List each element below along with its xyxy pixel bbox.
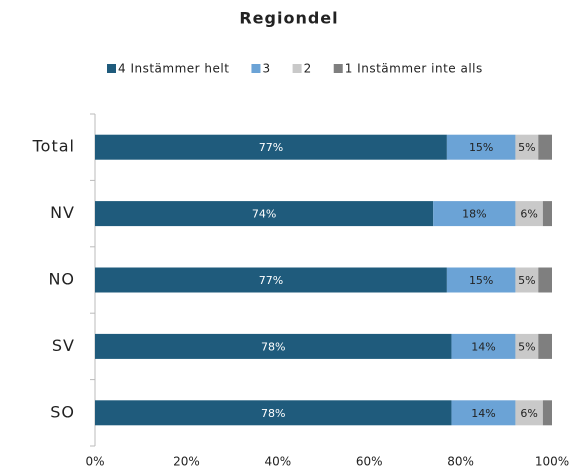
data-label: 15% — [469, 274, 493, 287]
legend-label: 2 — [304, 62, 312, 76]
bar-segment — [542, 201, 552, 227]
data-label: 78% — [261, 340, 285, 353]
bar-segment — [95, 134, 447, 160]
bar-segment — [515, 134, 539, 160]
data-label: 5% — [518, 340, 535, 353]
data-label: 77% — [259, 141, 283, 154]
x-tick-label: 100% — [535, 455, 569, 469]
bar-segment — [538, 134, 552, 160]
bar-segment — [95, 201, 434, 227]
bar-segment — [433, 201, 516, 227]
y-tick-label: SO — [50, 402, 75, 421]
legend-label: 4 Instämmer helt — [118, 62, 229, 76]
x-tick-label: 80% — [447, 455, 474, 469]
data-label: 5% — [518, 141, 535, 154]
x-tick-label: 40% — [264, 455, 291, 469]
data-label: 15% — [469, 141, 493, 154]
bar-segment — [515, 400, 543, 426]
chart-title: Regiondel — [239, 9, 338, 28]
bar-segment — [538, 267, 552, 293]
bar-segment — [451, 400, 516, 426]
legend-label: 1 Instämmer inte alls — [345, 62, 483, 76]
data-label: 5% — [518, 274, 535, 287]
bar-segment — [451, 333, 516, 359]
y-tick-label: NO — [48, 270, 75, 289]
x-tick-label: 0% — [85, 455, 104, 469]
x-tick-label: 20% — [173, 455, 200, 469]
data-label: 6% — [520, 407, 537, 420]
bar-segment — [95, 267, 447, 293]
bar-segment — [538, 333, 552, 359]
legend-swatch — [251, 64, 261, 73]
y-tick-label: Total — [32, 137, 75, 156]
data-label: 18% — [462, 208, 486, 221]
data-label: 6% — [520, 208, 537, 221]
x-tick-label: 60% — [356, 455, 383, 469]
y-tick-label: NV — [50, 203, 75, 222]
legend-swatch — [292, 64, 302, 73]
bar-segment — [446, 267, 516, 293]
y-tick-label: SV — [52, 336, 75, 355]
bar-segment — [542, 400, 552, 426]
bar-segment — [95, 400, 452, 426]
bar-segment — [515, 201, 543, 227]
bar-segment — [515, 267, 539, 293]
bar-segment — [446, 134, 516, 160]
legend-swatch — [333, 64, 343, 73]
data-label: 14% — [471, 407, 495, 420]
data-label: 74% — [252, 208, 276, 221]
data-label: 78% — [261, 407, 285, 420]
bar-segment — [95, 333, 452, 359]
data-label: 14% — [471, 340, 495, 353]
legend-label: 3 — [262, 62, 270, 76]
legend-swatch — [107, 64, 116, 73]
data-label: 77% — [259, 274, 283, 287]
bar-segment — [515, 333, 539, 359]
